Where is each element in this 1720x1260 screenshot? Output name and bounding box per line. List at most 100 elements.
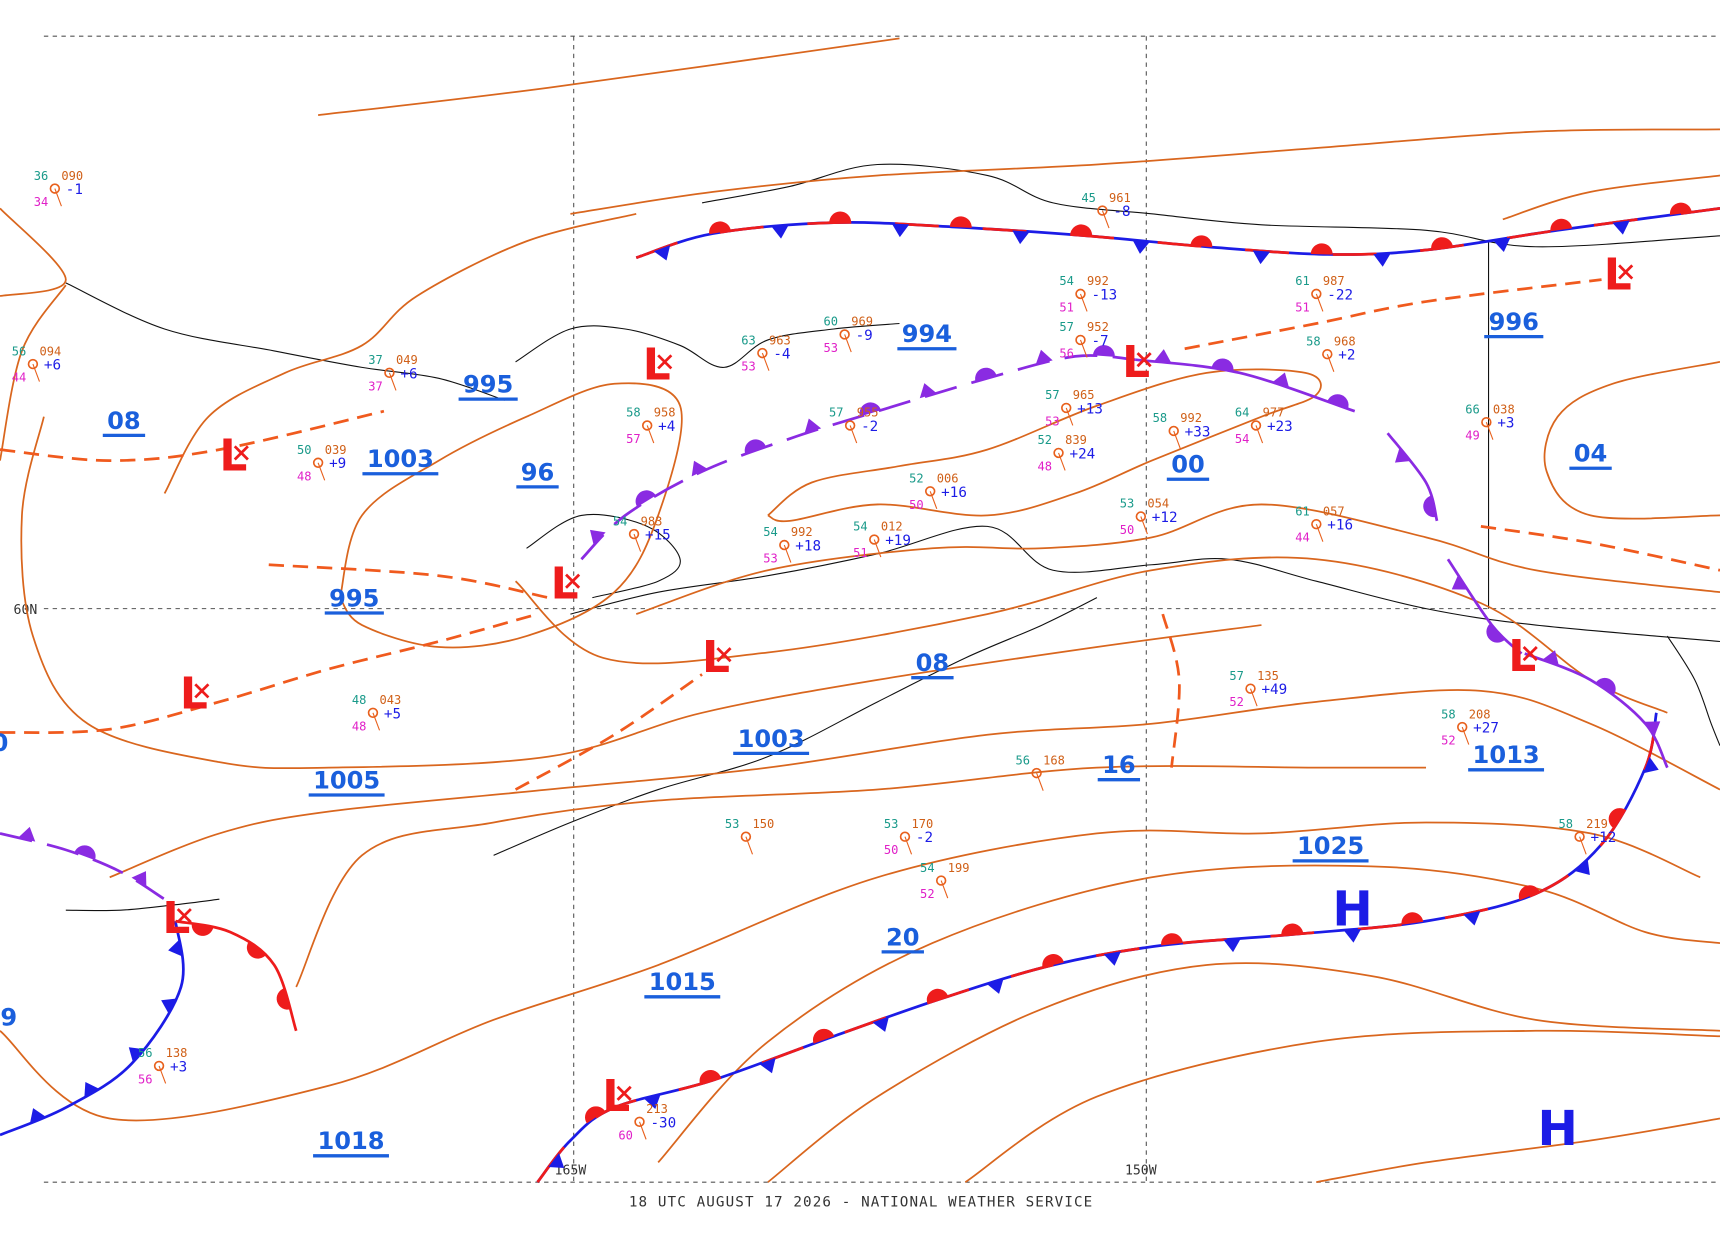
front-marker bbox=[643, 1094, 661, 1109]
dewpoint: 53 bbox=[824, 341, 839, 355]
station-plot: 57 955-2 bbox=[829, 406, 878, 444]
dewpoint: 51 bbox=[1295, 300, 1310, 314]
wind-barb bbox=[844, 334, 852, 353]
station-plot: 63 963-4 53 bbox=[741, 333, 790, 373]
front-line bbox=[1446, 558, 1523, 655]
wind-barb bbox=[317, 462, 326, 481]
pressure-tendency: +16 bbox=[941, 485, 967, 501]
temperature: 48 bbox=[352, 693, 367, 707]
pressure-tendency: +3 bbox=[170, 1059, 187, 1075]
front-marker bbox=[709, 221, 731, 235]
pressure-tendency: +2 bbox=[1338, 348, 1355, 364]
wind-barb bbox=[639, 1121, 647, 1140]
temperature: 58 bbox=[1441, 707, 1456, 721]
dewpoint: 37 bbox=[368, 379, 383, 393]
wind-barb bbox=[1579, 836, 1587, 855]
front-marker bbox=[1518, 885, 1540, 901]
isobar-label: 16 bbox=[1102, 751, 1136, 779]
front bbox=[1524, 650, 1669, 769]
pressure-tendency: +18 bbox=[795, 538, 821, 554]
front-marker bbox=[1343, 928, 1362, 943]
wind-barb bbox=[388, 372, 397, 391]
dewpoint: 50 bbox=[1120, 523, 1135, 537]
temperature: 57 bbox=[1045, 388, 1060, 402]
front-marker bbox=[1401, 912, 1424, 925]
pressure-tendency: +4 bbox=[658, 419, 675, 435]
isobar bbox=[657, 864, 1720, 1163]
low-marker bbox=[194, 683, 210, 699]
front-marker bbox=[859, 402, 881, 417]
station-plot: 61 987-22 51 bbox=[1295, 274, 1353, 314]
isobar-label: 1013 bbox=[1473, 741, 1540, 769]
front-marker bbox=[1153, 349, 1172, 363]
coastline bbox=[493, 597, 1098, 856]
pressure: 969 bbox=[851, 315, 873, 329]
dewpoint: 48 bbox=[297, 469, 312, 483]
pressure-tendency: +6 bbox=[400, 366, 417, 382]
front bbox=[1386, 432, 1439, 522]
station-plot: 56 168 bbox=[1016, 753, 1065, 791]
front-marker bbox=[1092, 345, 1115, 357]
station-circle bbox=[49, 183, 61, 194]
station-circle bbox=[757, 347, 768, 359]
pressure-tendency: +12 bbox=[1591, 830, 1617, 846]
front-marker bbox=[1423, 495, 1437, 518]
station-plot: 56 094+6 44 bbox=[12, 344, 61, 384]
station-circle bbox=[1053, 447, 1064, 459]
isobar-label: 96 bbox=[521, 458, 555, 486]
pressure-tendency: -4 bbox=[773, 347, 790, 363]
station-plot: 58 208+27 52 bbox=[1441, 707, 1499, 747]
temperature: 64 bbox=[1235, 406, 1250, 420]
station-plot: 53 054+12 50 bbox=[1120, 497, 1178, 537]
front-marker bbox=[1272, 372, 1290, 388]
station-circle bbox=[869, 534, 880, 545]
station-circle bbox=[367, 707, 379, 719]
wind-barb bbox=[783, 544, 792, 563]
pressure: 965 bbox=[1073, 388, 1095, 402]
dewpoint: 50 bbox=[909, 498, 924, 512]
station-plot: 58 968+2 bbox=[1306, 334, 1356, 372]
trough bbox=[268, 563, 549, 599]
trough bbox=[1184, 278, 1602, 351]
temperature: 36 bbox=[34, 169, 49, 183]
station-plot: 60 969-9 53 bbox=[824, 315, 873, 355]
wind-barb bbox=[1315, 523, 1324, 542]
isobar bbox=[20, 416, 1262, 770]
isobar bbox=[1543, 361, 1720, 520]
wind-barb bbox=[1249, 688, 1258, 707]
front-marker bbox=[128, 1047, 145, 1063]
dewpoint: 44 bbox=[12, 371, 27, 385]
high-center: H bbox=[1537, 1101, 1577, 1157]
front-marker bbox=[1463, 910, 1481, 926]
wind-barb bbox=[54, 188, 62, 207]
dewpoint: 44 bbox=[1295, 531, 1310, 545]
station-plot: 37 049+6 37 bbox=[368, 353, 417, 393]
isobar-label: 996 bbox=[1489, 308, 1539, 336]
temperature: 50 bbox=[297, 443, 312, 457]
wind-barb bbox=[873, 539, 882, 558]
front-marker bbox=[829, 211, 852, 223]
isobar-label: 00 bbox=[1171, 451, 1205, 479]
pressure: 992 bbox=[791, 525, 813, 539]
front bbox=[635, 202, 1720, 267]
dewpoint: 57 bbox=[626, 432, 641, 446]
station-plot: 213-30 60 bbox=[618, 1102, 676, 1142]
wind-barb bbox=[1079, 293, 1088, 312]
station-plot: 54 992-13 51 bbox=[1059, 274, 1117, 314]
wind-barb bbox=[761, 352, 770, 371]
isobar bbox=[767, 962, 1720, 1183]
coastline bbox=[570, 525, 1720, 643]
pressure: 094 bbox=[39, 344, 61, 358]
station-plot: 66 038+3 49 bbox=[1465, 402, 1514, 442]
front-marker bbox=[926, 988, 949, 1004]
station-plot: 61 057+16 44 bbox=[1295, 504, 1353, 544]
low-marker bbox=[1136, 352, 1152, 368]
dewpoint: 53 bbox=[741, 360, 756, 374]
isobar bbox=[0, 821, 1701, 1122]
station-plot: 58 958+4 57 bbox=[626, 406, 675, 446]
isobar-label: 0 bbox=[0, 729, 8, 757]
station-circle bbox=[779, 539, 790, 551]
front-marker bbox=[653, 245, 671, 261]
wind-barb bbox=[929, 491, 938, 510]
wind-barb bbox=[32, 363, 41, 382]
